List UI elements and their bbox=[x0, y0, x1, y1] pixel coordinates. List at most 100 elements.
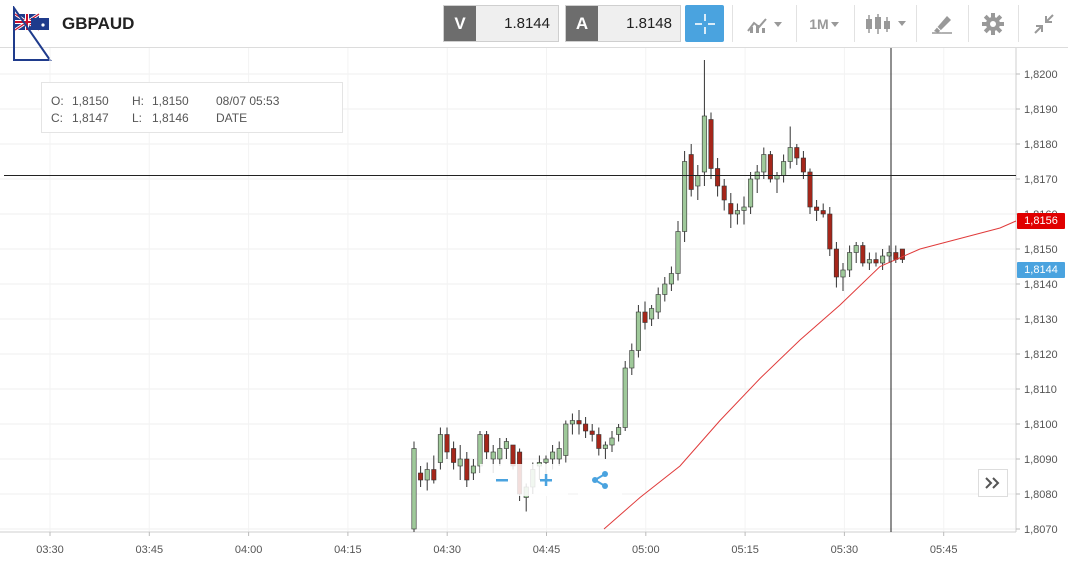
drawing-icon bbox=[932, 15, 952, 34]
candle bbox=[642, 301, 648, 330]
candle bbox=[424, 462, 430, 491]
candle bbox=[767, 151, 773, 183]
timeframe-selector[interactable]: 1M bbox=[802, 5, 848, 42]
y-tick-label: 1,8120 bbox=[1024, 349, 1058, 361]
candle bbox=[873, 252, 879, 267]
candle bbox=[847, 245, 853, 277]
candles-icon bbox=[866, 13, 906, 34]
buy-price: 1.8148 bbox=[598, 6, 680, 41]
candle bbox=[853, 242, 859, 263]
indicators-button[interactable] bbox=[740, 5, 790, 42]
candle bbox=[695, 165, 701, 200]
candle bbox=[622, 361, 628, 431]
candle bbox=[589, 424, 595, 442]
candle bbox=[787, 126, 793, 169]
candle bbox=[748, 172, 754, 214]
x-tick-label: 03:45 bbox=[136, 544, 164, 556]
candle bbox=[569, 413, 575, 435]
crosshair-button[interactable] bbox=[685, 5, 724, 42]
y-tick-label: 1,8200 bbox=[1024, 69, 1058, 81]
open-value: 1,8150 bbox=[72, 94, 109, 108]
candle bbox=[431, 455, 437, 484]
y-tick-label: 1,8090 bbox=[1024, 454, 1058, 466]
double-chevron-right-icon bbox=[985, 477, 1000, 489]
x-tick-label: 04:15 bbox=[334, 544, 362, 556]
candle bbox=[721, 179, 727, 211]
buy-price-button[interactable]: A 1.8148 bbox=[565, 5, 681, 42]
low-label: L: bbox=[132, 111, 143, 125]
zoom-in-button[interactable] bbox=[524, 464, 568, 496]
candle bbox=[840, 263, 846, 291]
candle bbox=[596, 427, 602, 456]
candle bbox=[464, 452, 470, 487]
timeframe-label: 1M bbox=[809, 15, 829, 32]
candle bbox=[866, 252, 872, 270]
x-tick-label: 04:30 bbox=[433, 544, 461, 556]
ohlc-info-box: O: 1,8150 H: 1,8150 08/07 05:53 C: 1,814… bbox=[41, 82, 343, 133]
sell-tag: V bbox=[444, 6, 476, 41]
candle bbox=[781, 154, 787, 183]
candle bbox=[418, 466, 424, 487]
candle bbox=[484, 431, 490, 459]
high-value: 1,8150 bbox=[152, 94, 189, 108]
moving-average-price-label: 1,8156 bbox=[1017, 213, 1065, 229]
candle bbox=[497, 438, 503, 466]
candle bbox=[576, 410, 582, 435]
y-tick-label: 1,8110 bbox=[1024, 384, 1057, 396]
candle bbox=[688, 144, 694, 197]
x-tick-label: 05:30 bbox=[831, 544, 859, 556]
candle bbox=[470, 459, 476, 480]
candle bbox=[860, 242, 866, 267]
scroll-right-button[interactable] bbox=[978, 469, 1008, 497]
x-tick-label: 04:45 bbox=[533, 544, 561, 556]
candle bbox=[563, 420, 569, 463]
candle bbox=[616, 424, 622, 442]
collapse-button[interactable] bbox=[1024, 5, 1064, 42]
indicators-icon bbox=[747, 17, 782, 33]
candle bbox=[708, 112, 714, 179]
settings-button[interactable] bbox=[974, 5, 1012, 42]
y-tick-label: 1,8100 bbox=[1024, 419, 1058, 431]
buy-tag: A bbox=[566, 6, 598, 41]
drawing-tools-button[interactable] bbox=[922, 5, 962, 42]
candle bbox=[794, 144, 800, 165]
x-tick-label: 05:15 bbox=[731, 544, 759, 556]
candle bbox=[609, 431, 615, 452]
sell-price-button[interactable]: V 1.8144 bbox=[443, 5, 559, 42]
minus-icon bbox=[496, 479, 508, 482]
x-tick-label: 05:45 bbox=[930, 544, 958, 556]
candle bbox=[675, 221, 681, 281]
candle bbox=[649, 305, 655, 326]
gbpaud-flag-icon bbox=[13, 6, 52, 61]
candle bbox=[820, 203, 826, 218]
chart-toolbar: GBPAUD V 1.8144 A 1.8148 1M bbox=[0, 0, 1068, 61]
y-tick-label: 1,8140 bbox=[1024, 279, 1058, 291]
open-label: O: bbox=[51, 94, 64, 108]
chart-type-button[interactable] bbox=[860, 5, 910, 42]
high-label: H: bbox=[132, 94, 144, 108]
y-tick-label: 1,8130 bbox=[1024, 314, 1058, 326]
low-value: 1,8146 bbox=[152, 111, 189, 125]
candle bbox=[602, 441, 608, 459]
candle bbox=[437, 427, 443, 470]
candle bbox=[411, 441, 417, 532]
date-label: DATE bbox=[216, 111, 248, 125]
collapse-icon bbox=[1034, 13, 1054, 34]
x-tick-label: 04:00 bbox=[235, 544, 263, 556]
candle bbox=[827, 207, 833, 256]
current-price-label: 1,8144 bbox=[1017, 262, 1065, 278]
gear-icon bbox=[982, 12, 1004, 35]
candle bbox=[880, 249, 886, 270]
y-tick-label: 1,8080 bbox=[1024, 489, 1058, 501]
candle bbox=[635, 305, 641, 358]
share-button[interactable] bbox=[578, 464, 622, 496]
candle bbox=[728, 193, 734, 228]
x-tick-label: 03:30 bbox=[36, 544, 64, 556]
candle bbox=[715, 158, 721, 197]
candle bbox=[899, 248, 905, 263]
plus-icon bbox=[540, 474, 552, 486]
close-label: C: bbox=[51, 111, 63, 125]
zoom-out-button[interactable] bbox=[480, 464, 524, 496]
candle bbox=[754, 165, 760, 193]
candle bbox=[682, 151, 688, 242]
